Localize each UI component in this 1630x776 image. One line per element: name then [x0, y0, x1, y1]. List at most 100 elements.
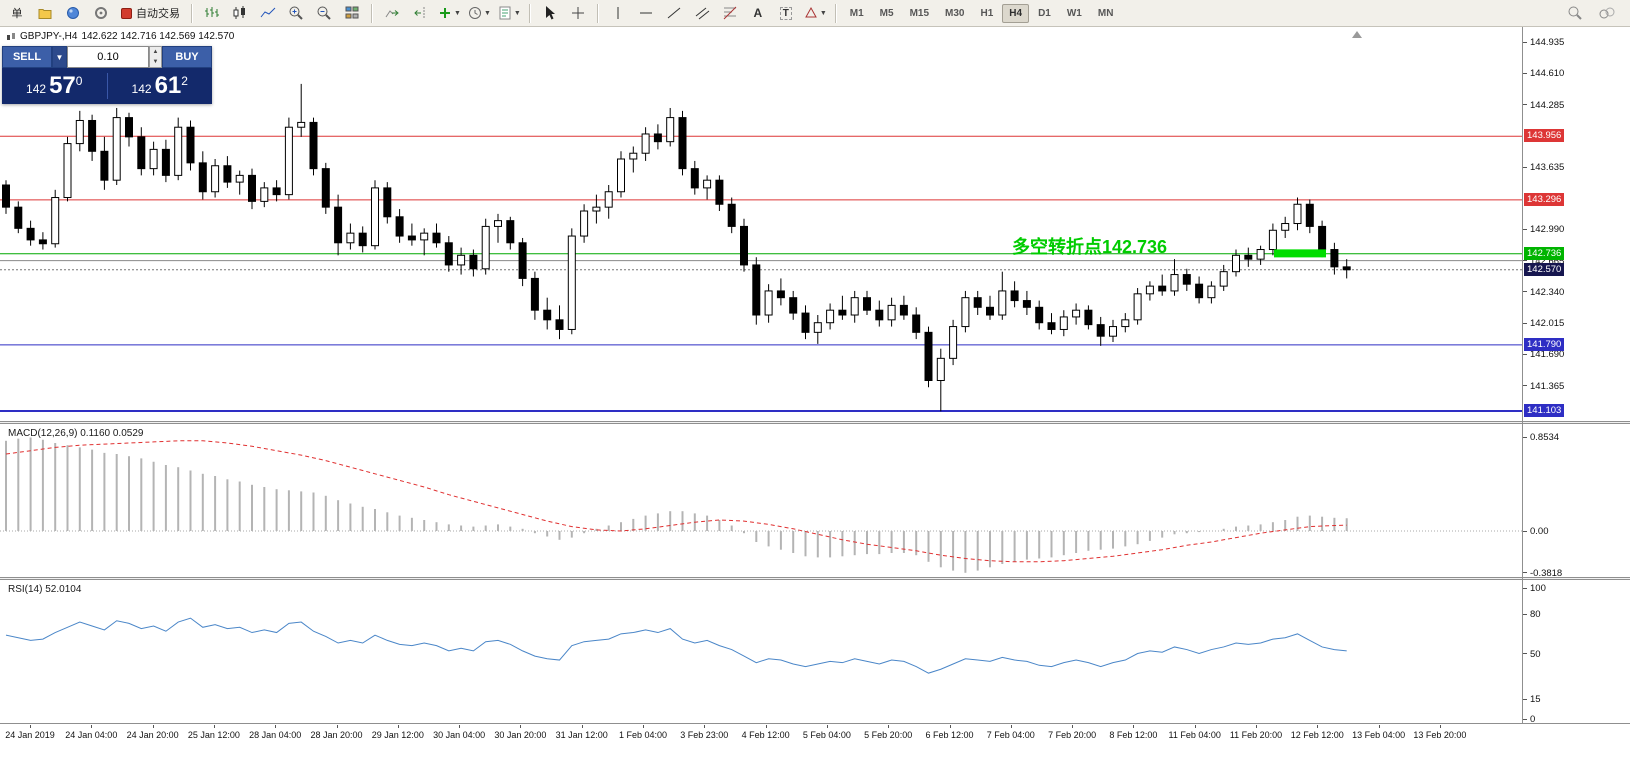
zoom-in-icon[interactable]	[283, 2, 309, 24]
label-tool-icon[interactable]: T	[773, 2, 799, 24]
candle	[1268, 229, 1277, 251]
chevron-down-icon: ▼	[454, 9, 461, 17]
candle	[986, 306, 994, 316]
templates-icon[interactable]: ▼	[495, 2, 523, 24]
volume-input[interactable]	[67, 46, 149, 68]
stepper-up-icon: ▲	[152, 49, 159, 55]
timeframe-m1[interactable]: M1	[849, 7, 864, 19]
time-axis[interactable]: 24 Jan 2019 24 Jan 04:00 24 Jan 20:00 25 Ja…	[0, 723, 1630, 776]
candle	[580, 210, 589, 237]
refresh-icon[interactable]	[88, 2, 114, 24]
candlestick-chart-icon[interactable]	[227, 2, 253, 24]
candle	[223, 165, 232, 183]
candlestick-chart[interactable]: 多空转折点142.736	[0, 27, 1523, 421]
candle	[973, 297, 982, 308]
candle	[1305, 203, 1314, 227]
price-axis-label: 143.635	[1530, 162, 1565, 174]
label-tool-label: T	[779, 6, 792, 20]
auto-scroll-icon[interactable]	[379, 2, 405, 24]
chevron-down-icon: ▼	[55, 52, 64, 62]
search-icon[interactable]	[1562, 2, 1588, 24]
candle	[186, 126, 195, 164]
candle	[125, 117, 133, 138]
bar-chart-icon[interactable]	[199, 2, 225, 24]
pane-separator[interactable]	[0, 421, 1630, 424]
macd-pane[interactable]	[0, 424, 1523, 577]
timeframe-m30[interactable]: M30	[945, 7, 965, 19]
timeframe-w1[interactable]: W1	[1066, 7, 1082, 19]
profiles-icon[interactable]	[32, 2, 58, 24]
candle	[1244, 254, 1253, 260]
candle	[358, 232, 367, 247]
shapes-icon[interactable]: ▼	[801, 2, 829, 24]
sell-price-base: 142	[26, 82, 47, 96]
candle	[789, 297, 798, 314]
horizontal-line-icon[interactable]	[633, 2, 659, 24]
volume-dropdown[interactable]: ▼	[52, 46, 67, 68]
time-axis-label: 25 Jan 12:00	[187, 730, 240, 740]
new-order-button[interactable]: 单	[4, 2, 30, 24]
candle	[555, 319, 564, 330]
candle	[703, 179, 712, 189]
fibonacci-icon[interactable]	[717, 2, 743, 24]
timeframe-m5[interactable]: M5	[879, 7, 894, 19]
rsi-pane[interactable]	[0, 580, 1523, 723]
time-axis-label: 4 Feb 12:00	[741, 730, 790, 740]
candle	[1342, 266, 1351, 271]
pane-separator[interactable]	[0, 577, 1630, 580]
autotrading-button[interactable]: 自动交易	[116, 2, 185, 24]
toolbar-right-group	[1562, 2, 1626, 24]
rsi-axis-tick	[1523, 718, 1527, 720]
tile-windows-icon[interactable]	[339, 2, 365, 24]
price-axis-tick	[1523, 260, 1527, 262]
text-tool-icon[interactable]: A	[745, 2, 771, 24]
zoom-out-icon[interactable]	[311, 2, 337, 24]
candle	[395, 216, 404, 237]
crosshair-icon[interactable]	[565, 2, 591, 24]
candle	[1035, 306, 1044, 324]
vertical-line-icon[interactable]	[605, 2, 631, 24]
chart-annotation: 多空转折点142.736	[1012, 236, 1167, 257]
volume-stepper[interactable]: ▲ ▼	[149, 46, 162, 68]
line-chart-icon[interactable]	[255, 2, 281, 24]
market-watch-icon[interactable]	[60, 2, 86, 24]
rsi-chart[interactable]	[0, 580, 1523, 723]
timeframe-h4[interactable]: H4	[1002, 3, 1030, 23]
timeframe-m15[interactable]: M15	[909, 7, 930, 19]
main-chart-pane[interactable]: 多空转折点142.736	[0, 27, 1523, 421]
price-axis-label: 142.015	[1530, 318, 1565, 330]
macd-axis-tick	[1523, 530, 1527, 532]
timeframe-h1[interactable]: H1	[980, 7, 994, 19]
time-axis-label: 24 Jan 20:00	[126, 730, 179, 740]
buy-button[interactable]: BUY	[162, 46, 212, 68]
indicators-icon[interactable]: ▼	[435, 2, 463, 24]
sell-price[interactable]: 142 57 0	[2, 74, 107, 98]
candle	[727, 203, 736, 227]
buy-price[interactable]: 142 61 2	[108, 74, 213, 98]
candle	[1121, 319, 1130, 328]
candle	[863, 297, 871, 311]
price-axis[interactable]: 144.935 144.610 144.285 143.635 142.990 142.6…	[1523, 0, 1630, 776]
macd-chart[interactable]	[0, 424, 1523, 577]
chart-shift-icon[interactable]	[407, 2, 433, 24]
timeframe-d1[interactable]: D1	[1038, 7, 1051, 19]
time-axis-tick	[1010, 725, 1012, 728]
time-axis-label: 30 Jan 20:00	[494, 730, 547, 740]
time-axis-tick	[336, 725, 338, 728]
sell-button[interactable]: SELL	[2, 46, 52, 68]
candle	[1281, 223, 1290, 231]
timeframe-mn[interactable]: MN	[1097, 7, 1114, 19]
time-axis-tick	[1439, 725, 1441, 728]
candle	[518, 242, 527, 279]
candle	[752, 264, 761, 316]
trendline-icon[interactable]	[661, 2, 687, 24]
cursor-icon[interactable]	[537, 2, 563, 24]
candle	[838, 309, 847, 316]
community-icon[interactable]	[1594, 2, 1620, 24]
channel-icon[interactable]	[689, 2, 715, 24]
candle	[1133, 293, 1142, 321]
periods-icon[interactable]: ▼	[465, 2, 493, 24]
candle	[161, 148, 170, 176]
time-axis-label: 12 Feb 12:00	[1290, 730, 1344, 740]
